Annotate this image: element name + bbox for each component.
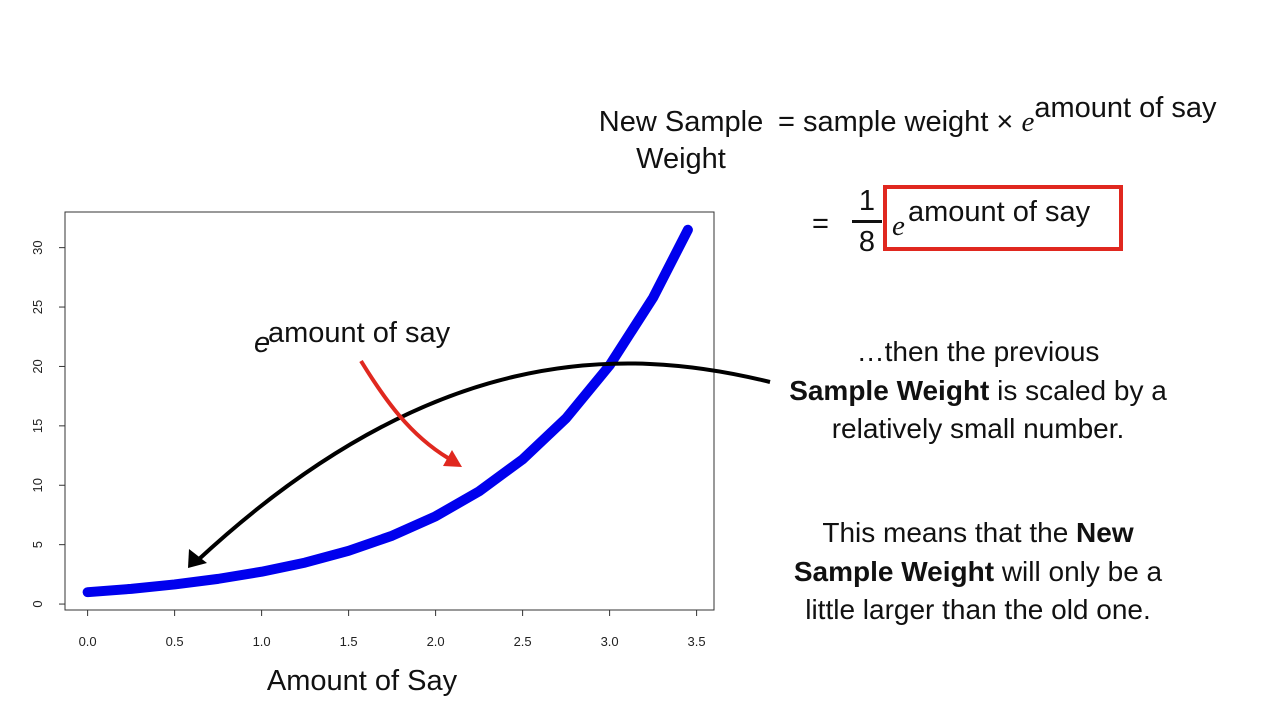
plot-frame	[64, 211, 715, 611]
curve-label-e: e	[254, 327, 270, 359]
fraction-denominator: 8	[858, 226, 876, 258]
equation-exponent: amount of say	[1034, 92, 1217, 124]
x-axis: 0.0 0.5 1.0 1.5 2.0 2.5 3.0 3.5	[79, 610, 706, 649]
y-tick-label: 30	[30, 240, 45, 254]
equation-lhs-line1: New Sample	[598, 106, 764, 138]
p1-pre: …then the previous	[856, 336, 1100, 367]
y-tick-label: 10	[30, 478, 45, 492]
x-tick-label: 0.5	[166, 634, 184, 649]
p1-post: is scaled by a relatively small number.	[831, 374, 1167, 445]
curve-label-exponent: amount of say	[268, 317, 451, 349]
explanation-paragraph-1: …then the previous Sample Weight is scal…	[788, 333, 1168, 449]
p2-bold: New Sample Weight	[793, 517, 1134, 587]
equation-rhs-text: sample weight ×	[803, 106, 1014, 138]
x-axis-label: Amount of Say	[267, 665, 458, 697]
red-arrow-head	[443, 450, 462, 467]
p1-bold: Sample Weight	[789, 374, 990, 406]
line2-e-symbol: e	[892, 210, 905, 242]
y-tick-label: 25	[30, 300, 45, 314]
black-arrow-head	[188, 549, 207, 568]
x-tick-label: 3.5	[688, 634, 706, 649]
p2-post: will only be a little larger than the ol…	[805, 555, 1163, 626]
equation-lhs: New Sample Weight	[588, 104, 774, 178]
series-line	[82, 224, 693, 598]
fraction-numerator: 1	[858, 185, 876, 217]
series-group	[82, 224, 693, 598]
x-tick-label: 3.0	[601, 634, 619, 649]
y-tick-label: 15	[30, 419, 45, 433]
x-tick-label: 1.0	[253, 634, 271, 649]
black-arrow-curve	[196, 361, 771, 562]
red-arrow-curve	[359, 359, 450, 460]
line2-exponent: amount of say	[908, 196, 1091, 228]
equation-lhs-line2: Weight	[636, 143, 726, 175]
equation-line2-equals: =	[812, 208, 829, 240]
fraction: 1 8	[852, 184, 882, 259]
y-tick-label: 0	[30, 600, 45, 607]
x-tick-label: 2.0	[427, 634, 445, 649]
x-tick-label: 0.0	[79, 634, 97, 649]
equation-equals: =	[778, 106, 795, 138]
x-tick-label: 2.5	[514, 634, 532, 649]
fraction-bar	[852, 220, 882, 223]
y-axis: 0 5 10 15 20 25 30	[30, 240, 65, 608]
y-tick-label: 20	[30, 359, 45, 373]
p2-pre: This means that the	[822, 517, 1069, 548]
highlight-box	[883, 185, 1123, 251]
explanation-paragraph-2: This means that the New Sample Weight wi…	[788, 514, 1168, 630]
x-tick-label: 1.5	[340, 634, 358, 649]
equation-rhs: = sample weight × eamount of say	[778, 92, 1216, 139]
equation-e-symbol: e	[1021, 106, 1035, 138]
y-tick-label: 5	[30, 541, 45, 548]
